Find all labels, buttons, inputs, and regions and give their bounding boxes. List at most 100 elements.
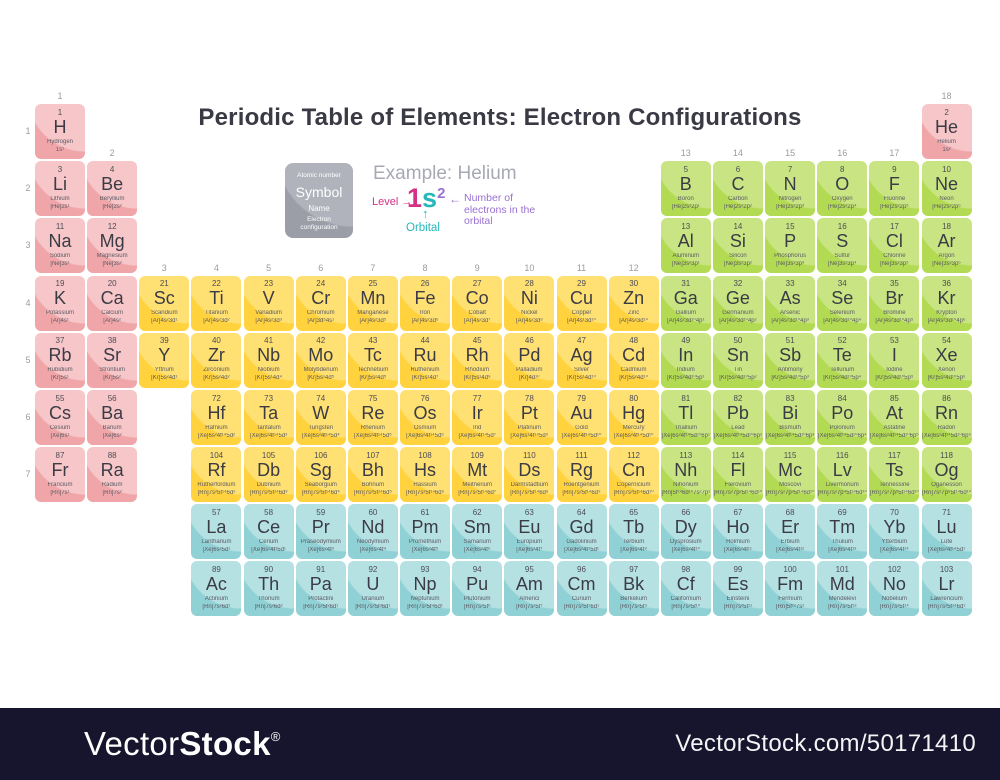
element-name: Phosphorus — [774, 252, 807, 259]
element-symbol: Rb — [48, 345, 72, 366]
element-symbol: Pu — [466, 573, 489, 594]
element-name: Rhenium — [360, 424, 385, 431]
element-cell-gd: 64 Gd Gadolinium [Xe]6s²4f⁷5d¹ — [556, 504, 607, 559]
element-cell-hf: 72 Hf Hafnium [Xe]6s²4f¹⁴5d² — [191, 390, 242, 445]
atomic-number: 76 — [420, 393, 430, 403]
element-cell-o: 8 O Oxygen [He]2s²2p⁴ — [817, 161, 868, 217]
electron-configuration: [Rn]7s²5f¹⁴6d⁸ — [510, 489, 549, 496]
electron-configuration: [Rn]5f¹⁴6d¹⁰7s²7p¹ — [661, 489, 711, 496]
electron-configuration: [Xe]6s²4f¹⁴5d² — [197, 432, 236, 439]
electron-configuration: [Ne]3s²3p¹ — [671, 260, 700, 267]
atomic-number: 88 — [107, 450, 117, 460]
element-symbol: Bi — [782, 402, 799, 423]
atomic-number: 81 — [681, 393, 691, 403]
element-cell-he: 2 He Helium 1s² — [921, 104, 972, 159]
atomic-number: 103 — [939, 564, 954, 574]
atomic-number: 105 — [261, 450, 276, 460]
element-symbol: Bk — [623, 573, 645, 594]
element-symbol: B — [679, 173, 692, 194]
element-symbol: Ir — [471, 402, 483, 423]
element-name: Moscovi — [779, 481, 802, 488]
element-name: Tungsten — [308, 424, 334, 431]
electron-configuration: [Xe]6s²4f¹⁴5d³ — [249, 432, 288, 439]
element-cell-ra: 88 Ra Radium [Rn]7s² — [87, 447, 138, 503]
period-label-1: 1 — [25, 126, 31, 136]
element-name: Silver — [573, 367, 589, 374]
element-name: Titanium — [205, 310, 228, 317]
page-title: Periodic Table of Elements: Electron Con… — [198, 104, 802, 131]
element-symbol: Dy — [674, 516, 697, 537]
element-name: Livermorium — [825, 481, 859, 488]
element-symbol: Mt — [467, 459, 488, 480]
atomic-number: 61 — [420, 507, 430, 517]
element-cell-as: 33 As Arsenic [Ar]4s²3d¹⁰4p³ — [765, 275, 816, 331]
atomic-number: 50 — [733, 336, 743, 346]
element-symbol: Es — [727, 573, 749, 594]
element-symbol: Mc — [778, 459, 803, 480]
atomic-number: 94 — [472, 564, 482, 574]
atomic-number: 29 — [577, 279, 586, 289]
element-symbol: Cn — [622, 459, 646, 480]
element-name: Fermium — [778, 595, 802, 602]
electron-configuration: [Ar]4s²3d¹⁰4p¹ — [667, 318, 705, 325]
element-symbol: Co — [465, 288, 489, 309]
element-cell-ge: 32 Ge Germanium [Ar]4s²3d¹⁰4p² — [712, 275, 763, 331]
element-symbol: Md — [829, 573, 855, 594]
atomic-number: 96 — [577, 564, 586, 574]
element-symbol: Xe — [935, 345, 958, 366]
element-symbol: W — [312, 402, 330, 423]
electron-configuration: [Kr]5s¹ — [51, 375, 69, 382]
element-symbol: Ac — [205, 573, 227, 594]
element-symbol: Po — [831, 402, 854, 423]
element-symbol: Ds — [518, 459, 541, 480]
period-label-7: 7 — [25, 469, 31, 480]
atomic-number: 98 — [681, 564, 691, 574]
element-cell-ti: 22 Ti Titanium [Ar]4s²3d² — [191, 275, 242, 331]
element-cell-p: 15 P Phosphorus [Ne]3s²3p³ — [765, 218, 816, 274]
element-cell-th: 90 Th Thorium [Rn]7s²6d² — [243, 561, 294, 616]
element-name: Oxygen — [831, 195, 853, 202]
electron-configuration: [Xe]6s²4f¹¹ — [723, 546, 752, 553]
element-name: Calcium — [101, 310, 123, 317]
electron-configuration: [Kr]5s¹4d⁷ — [411, 375, 439, 382]
element-name: Gold — [575, 424, 588, 431]
legend-symbol-label: Symbol — [295, 184, 343, 200]
element-name: Hafnium — [205, 424, 228, 431]
group-label-7: 7 — [370, 262, 376, 273]
element-cell-ag: 47 Ag Silver [Kr]5s¹4d¹⁰ — [556, 332, 607, 388]
electron-configuration: 1s² — [942, 146, 951, 153]
element-cell-mn: 25 Mn Manganese [Ar]4s²3d⁵ — [347, 275, 398, 331]
element-name: Nitrogen — [778, 195, 802, 202]
element-symbol: Kr — [937, 288, 956, 309]
electrons-arrow-icon: ← — [449, 192, 461, 206]
element-symbol: Ce — [257, 516, 281, 537]
electron-configuration: [Kr]5s²4d² — [203, 375, 230, 382]
legend-sample-cell: Atomic number Symbol Name Electron confi… — [285, 163, 353, 238]
atomic-number: 34 — [837, 279, 847, 289]
atomic-number: 14 — [733, 221, 743, 231]
element-name: Actinium — [204, 595, 228, 602]
element-symbol: Cd — [622, 345, 646, 366]
element-symbol: Th — [258, 573, 280, 594]
element-cell-ni: 28 Ni Nickel [Ar]4s²3d⁸ — [504, 275, 555, 331]
logo-stock-text: Stock — [179, 725, 271, 762]
element-symbol: Al — [677, 230, 694, 251]
electron-configuration: [Kr]5s²4d¹⁰5p⁶ — [927, 375, 966, 382]
atomic-number: 99 — [733, 564, 743, 574]
element-symbol: Sr — [103, 345, 122, 366]
atomic-number: 80 — [629, 393, 639, 403]
atomic-number: 54 — [942, 336, 951, 346]
electron-configuration: [Rn]7s¹ — [50, 489, 70, 496]
atomic-number: 12 — [107, 221, 117, 231]
element-symbol: Rh — [465, 345, 489, 366]
element-symbol: S — [836, 230, 849, 251]
element-cell-s: 16 S Sulfur [Ne]3s²3p⁴ — [817, 218, 868, 274]
element-cell-po: 84 Po Polonium [Xe]6s²4f¹⁴5d¹⁰6p⁴ — [817, 390, 868, 445]
element-name: Thulium — [831, 538, 853, 545]
element-symbol: Cl — [885, 230, 903, 251]
atomic-number: 112 — [627, 450, 641, 460]
atomic-number: 67 — [733, 507, 743, 517]
element-symbol: Pr — [311, 516, 330, 537]
electron-configuration: [Ar]4s²3d¹ — [151, 318, 178, 325]
electron-configuration: [Rn]7s²5f⁴6d¹ — [407, 603, 443, 610]
